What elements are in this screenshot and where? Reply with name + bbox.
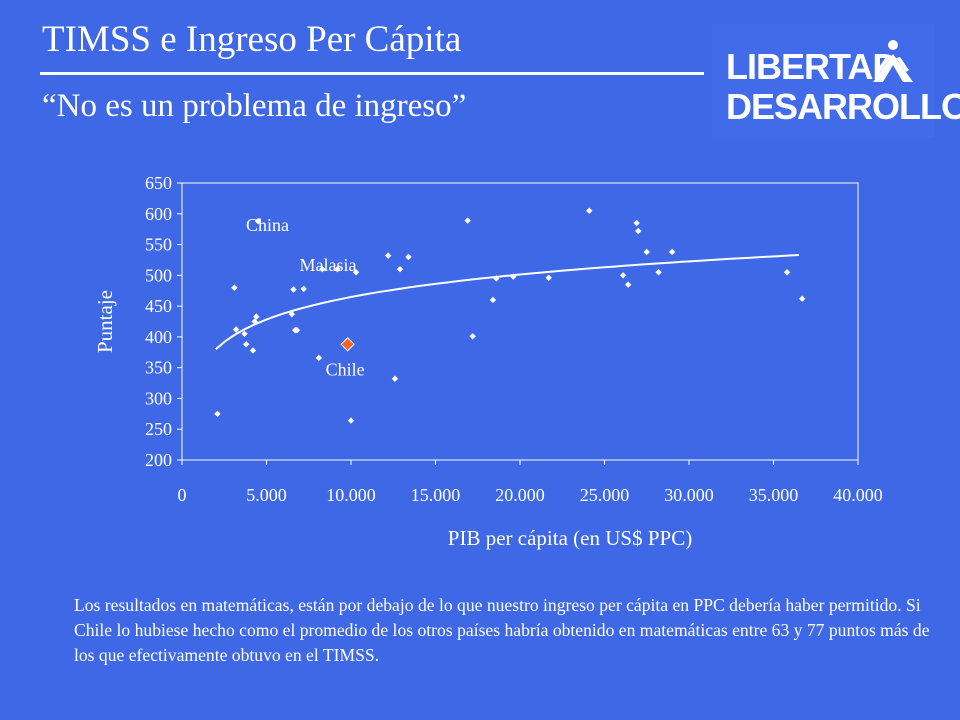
x-tick-label: 10.000: [326, 485, 376, 505]
data-point: [643, 248, 650, 256]
y-tick-label: 300: [145, 388, 172, 408]
x-axis-label: PIB per cápita (en US$ PPC): [448, 526, 692, 550]
data-point: [254, 217, 262, 225]
libertad-desarrollo-logo: LIBERTAD DESARROLLO: [712, 24, 960, 138]
trendline: [215, 254, 799, 350]
y-tick-label: 500: [145, 265, 172, 285]
data-point: [655, 269, 662, 276]
data-point: [668, 248, 676, 256]
data-point: [633, 219, 640, 227]
data-point-chile: [340, 337, 355, 352]
x-tick-label: 5.000: [246, 485, 287, 505]
caption-text: Los resultados en matemáticas, están por…: [74, 595, 930, 665]
data-point: [799, 295, 806, 302]
annotation-malasia: Malasia: [299, 255, 356, 275]
x-tick-label: 35.000: [749, 485, 799, 505]
y-tick-label: 350: [145, 358, 172, 378]
y-tick-label: 200: [145, 450, 172, 470]
x-tick-label: 30.000: [664, 485, 714, 505]
data-point: [249, 347, 257, 354]
data-point: [635, 227, 642, 235]
annotation-china: China: [246, 215, 289, 235]
data-point: [300, 285, 307, 293]
data-point: [396, 265, 404, 273]
data-point: [545, 274, 552, 281]
data-point: [251, 318, 258, 325]
title-underline: [40, 72, 704, 75]
data-point: [391, 375, 399, 382]
logo-text-line1: LIBERTAD: [726, 46, 898, 87]
data-point: [464, 217, 471, 224]
data-point: [510, 273, 517, 280]
y-axis-label: Puntaje: [93, 290, 117, 353]
data-point: [231, 284, 238, 291]
page-title: TIMSS e Ingreso Per Cápita: [42, 19, 462, 60]
data-point: [489, 296, 497, 304]
data-point: [315, 354, 323, 362]
data-point: [783, 269, 791, 276]
x-tick-label: 15.000: [411, 485, 461, 505]
x-tick-label: 40.000: [833, 485, 883, 505]
page-subtitle: “No es un problema de ingreso”: [42, 88, 467, 124]
logo-emblem-icon: [873, 40, 913, 82]
data-point: [405, 253, 412, 261]
data-point: [493, 275, 500, 282]
y-tick-label: 650: [145, 173, 172, 193]
data-point: [290, 286, 297, 293]
data-point: [319, 265, 326, 273]
y-tick-label: 250: [145, 419, 172, 439]
data-point: [384, 252, 392, 259]
data-point: [624, 281, 632, 288]
y-tick-label: 550: [145, 235, 172, 255]
y-tick-label: 450: [145, 296, 172, 316]
data-point: [241, 330, 248, 338]
x-tick-label: 20.000: [495, 485, 545, 505]
scatter-chart: 200 250 300 350 400 450 500 550 600 650 0 5.000 10.0…: [93, 173, 883, 550]
logo-text-line2: DESARROLLO: [726, 86, 960, 127]
data-point: [243, 341, 250, 348]
annotation-chile: Chile: [326, 359, 365, 379]
x-tick-label: 25.000: [580, 485, 630, 505]
data-point: [619, 272, 627, 279]
data-point: [334, 265, 341, 273]
y-tick-label: 400: [145, 327, 172, 347]
y-tick-label: 600: [145, 204, 172, 224]
data-point: [214, 410, 221, 418]
data-point: [586, 207, 593, 214]
data-point: [232, 326, 240, 333]
x-tick-label: 0: [178, 485, 187, 505]
data-point: [288, 310, 296, 318]
data-point: [352, 269, 360, 276]
data-point: [469, 333, 476, 340]
data-point: [253, 313, 260, 320]
data-point: [347, 417, 355, 424]
data-point: [293, 326, 301, 334]
